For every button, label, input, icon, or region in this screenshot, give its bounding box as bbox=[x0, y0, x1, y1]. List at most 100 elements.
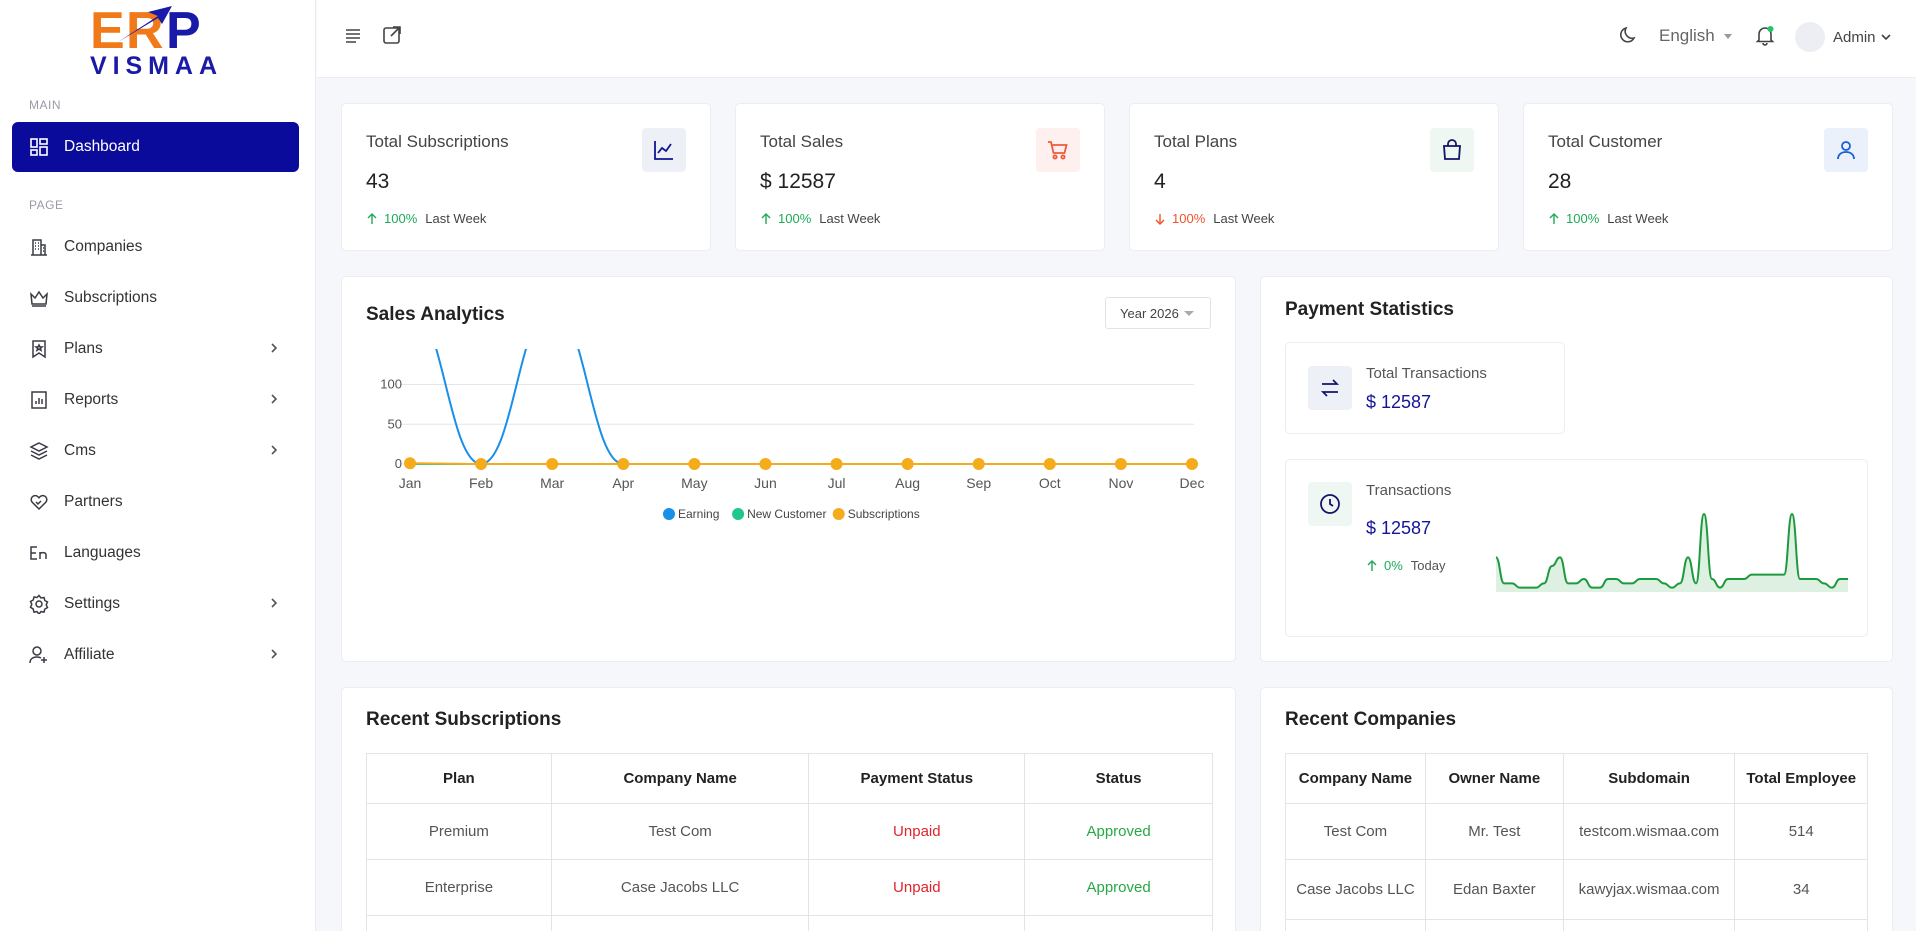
sidebar-item-cms[interactable]: Cms bbox=[12, 426, 299, 476]
arrow-up-icon bbox=[367, 212, 377, 224]
column-header: Company Name bbox=[550, 753, 810, 804]
column-header: Status bbox=[1024, 753, 1213, 804]
language-selected: English bbox=[1659, 26, 1715, 45]
sidebar-item-dashboard[interactable]: Dashboard bbox=[12, 122, 299, 172]
sidebar-item-reports[interactable]: Reports bbox=[12, 375, 299, 425]
language-dropdown[interactable]: English bbox=[1659, 26, 1732, 46]
moon-icon[interactable] bbox=[1617, 24, 1639, 46]
x-tick-label: Feb bbox=[469, 475, 493, 491]
data-point-subscriptions[interactable] bbox=[475, 458, 488, 470]
stat-title: Total Customer bbox=[1548, 132, 1663, 151]
external-link-icon[interactable] bbox=[381, 24, 403, 46]
x-tick-label: Jan bbox=[399, 475, 422, 491]
legend-marker bbox=[832, 508, 845, 520]
data-point-subscriptions[interactable] bbox=[1186, 458, 1198, 470]
data-point-subscriptions[interactable] bbox=[1043, 458, 1056, 470]
table-cell: Approved bbox=[1024, 859, 1213, 916]
table-row[interactable]: Test Com Mr. Test testcom.wismaa.com 514 bbox=[1285, 803, 1868, 860]
transactions-trend: 0% Today bbox=[1366, 558, 1446, 573]
stat-value: 4 bbox=[1154, 170, 1166, 193]
x-tick-label: Jun bbox=[754, 475, 777, 491]
sidebar-item-plans[interactable]: Plans bbox=[12, 324, 299, 374]
x-tick-label: Oct bbox=[1039, 475, 1061, 491]
x-tick-label: Dec bbox=[1180, 475, 1205, 491]
sidebar-item-label: Reports bbox=[64, 391, 119, 408]
x-tick-label: Aug bbox=[895, 475, 920, 491]
sparkline-area bbox=[1496, 514, 1848, 592]
recent-subscriptions-card: Recent Subscriptions Plan Company Name Pay… bbox=[341, 687, 1236, 931]
bag-icon bbox=[1430, 128, 1474, 172]
sidebar-item-label: Languages bbox=[64, 544, 141, 561]
table-cell: Case Jacobs LLC bbox=[550, 859, 810, 916]
crown-icon bbox=[28, 287, 50, 309]
erp-vismaa-logo[interactable]: E R P VISMAA bbox=[88, 2, 220, 78]
chevron-down-icon bbox=[1880, 34, 1891, 41]
data-point-subscriptions[interactable] bbox=[688, 458, 701, 470]
table-cell: testcom.wismaa.com bbox=[1562, 803, 1736, 860]
handshake-heart-icon bbox=[28, 491, 50, 513]
cart-icon bbox=[1036, 128, 1080, 172]
total-transactions-value: $ 12587 bbox=[1366, 392, 1432, 412]
table-row[interactable]: Case Jacobs LLC Edan Baxter kawyjax.wismaa… bbox=[1285, 859, 1868, 920]
data-point-subscriptions[interactable] bbox=[830, 458, 843, 470]
sidebar-item-subscriptions[interactable]: Subscriptions bbox=[12, 273, 299, 323]
column-header: Payment Status bbox=[808, 753, 1026, 804]
legend-marker bbox=[663, 508, 675, 520]
stat-period: Last Week bbox=[1607, 211, 1669, 226]
bell-icon[interactable] bbox=[1754, 24, 1776, 46]
transactions-sparkline bbox=[1495, 512, 1848, 592]
transactions-pct: 0% bbox=[1384, 558, 1403, 573]
dashboard-icon bbox=[28, 136, 50, 158]
sidebar: E R P VISMAA MAIN Dashboard PAGE Compani… bbox=[0, 0, 316, 931]
line-chart-icon bbox=[642, 128, 686, 172]
layers-icon bbox=[28, 440, 50, 462]
menu-icon[interactable] bbox=[342, 24, 364, 46]
sidebar-item-label: Settings bbox=[64, 595, 121, 612]
table-row[interactable]: Premium Test Com Unpaid Approved bbox=[366, 803, 1213, 860]
stat-trend: 100% Last Week bbox=[760, 211, 880, 226]
data-point-subscriptions[interactable] bbox=[1114, 458, 1127, 470]
stat-value: 43 bbox=[366, 170, 390, 193]
sales-analytics-card: Sales Analytics Year 2026 050100150200Ja… bbox=[341, 276, 1236, 662]
x-tick-label: Jul bbox=[828, 475, 846, 491]
avatar bbox=[1795, 22, 1825, 52]
table-cell: Mr. Test bbox=[1424, 803, 1564, 860]
data-point-subscriptions[interactable] bbox=[617, 458, 630, 470]
legend-item[interactable]: New Customer bbox=[732, 507, 826, 521]
sidebar-item-languages[interactable]: Languages bbox=[12, 528, 299, 578]
sparkline-line bbox=[1495, 512, 1848, 589]
stat-value: 28 bbox=[1548, 170, 1572, 193]
chevron-right-icon bbox=[267, 341, 281, 355]
legend-item[interactable]: Subscriptions bbox=[832, 507, 920, 521]
sidebar-item-companies[interactable]: Companies bbox=[12, 222, 299, 272]
recent-companies-title: Recent Companies bbox=[1285, 709, 1457, 730]
x-tick-label: Nov bbox=[1108, 475, 1133, 491]
y-tick-label: 100 bbox=[380, 377, 402, 392]
bookmark-icon bbox=[28, 338, 50, 360]
table-cell: Premium bbox=[366, 803, 552, 860]
sidebar-item-affiliate[interactable]: Affiliate bbox=[12, 630, 299, 680]
table-row[interactable]: Enterprise Case Jacobs LLC Unpaid Approved bbox=[366, 859, 1213, 916]
sales-line-chart: 050100150200JanFebMarAprMayJunJulAugSepO… bbox=[380, 349, 1205, 521]
data-point-subscriptions[interactable] bbox=[972, 458, 985, 470]
data-point-subscriptions[interactable] bbox=[546, 458, 559, 470]
data-point-subscriptions[interactable] bbox=[404, 457, 416, 470]
x-tick-label: Apr bbox=[612, 475, 634, 491]
caret-down-icon bbox=[1723, 34, 1732, 40]
arrow-down-icon bbox=[1155, 213, 1165, 225]
y-tick-label: 0 bbox=[395, 456, 402, 471]
table-cell: Approved bbox=[1024, 803, 1213, 860]
sidebar-item-label: Plans bbox=[64, 340, 103, 357]
user-menu[interactable]: Admin bbox=[1795, 22, 1892, 52]
recent-companies-table: Company Name Owner Name Subdomain Total Emp… bbox=[1285, 753, 1868, 931]
data-point-subscriptions[interactable] bbox=[759, 458, 772, 470]
legend-marker bbox=[732, 508, 745, 520]
table-cell: Unpaid bbox=[808, 803, 1026, 860]
data-point-subscriptions[interactable] bbox=[901, 458, 914, 470]
svg-text:P: P bbox=[166, 2, 201, 60]
table-cell: Enterprise bbox=[366, 859, 552, 916]
year-select[interactable]: Year 2026 bbox=[1105, 297, 1211, 329]
sidebar-item-partners[interactable]: Partners bbox=[12, 477, 299, 527]
sidebar-item-settings[interactable]: Settings bbox=[12, 579, 299, 629]
legend-item[interactable]: Earning bbox=[663, 507, 719, 521]
